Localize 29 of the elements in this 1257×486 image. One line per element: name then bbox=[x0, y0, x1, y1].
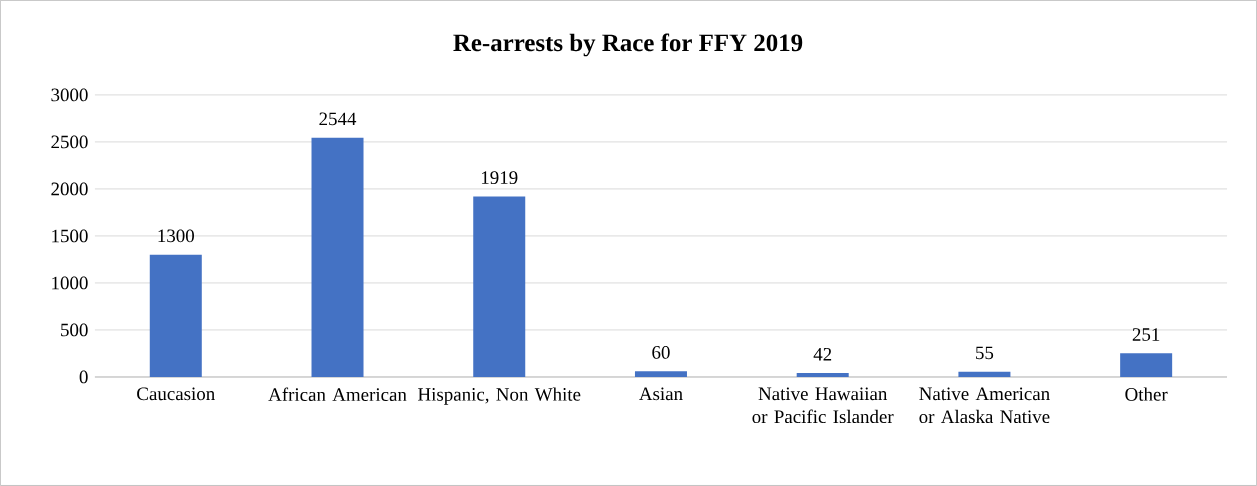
bar bbox=[1120, 353, 1173, 378]
data-label: 251 bbox=[1132, 328, 1160, 341]
bar bbox=[796, 373, 849, 378]
x-tick-label: Other bbox=[1125, 387, 1168, 401]
data-label: 2544 bbox=[319, 112, 357, 126]
bar bbox=[311, 137, 364, 378]
y-tick-label: 3000 bbox=[51, 88, 88, 102]
y-tick-label: 2000 bbox=[51, 182, 88, 196]
bar bbox=[473, 196, 526, 378]
data-label: 1919 bbox=[481, 171, 518, 185]
y-tick-label: 2500 bbox=[51, 135, 88, 149]
y-tick-label: 1500 bbox=[52, 229, 88, 243]
y-tick-label: 500 bbox=[61, 323, 88, 337]
x-tick-label: Native Hawaiian or Pacific Islander bbox=[752, 387, 894, 424]
x-tick-label: Caucasion bbox=[137, 387, 215, 401]
data-label: 42 bbox=[813, 348, 832, 361]
x-tick-label: Asian bbox=[639, 387, 683, 401]
y-tick-label: 1000 bbox=[52, 276, 88, 290]
x-tick-label: Hispanic, Non White bbox=[418, 387, 581, 405]
data-label: 1300 bbox=[158, 229, 194, 243]
y-tick-label: 0 bbox=[79, 370, 88, 384]
bar bbox=[958, 371, 1011, 378]
data-label: 60 bbox=[652, 346, 670, 359]
bar bbox=[149, 254, 202, 378]
chart-title: Re-arrests by Race for FFY 2019 bbox=[453, 33, 803, 57]
x-tick-label: Native American or Alaska Native bbox=[919, 387, 1050, 424]
x-tick-label: African American bbox=[268, 387, 407, 402]
data-label: 55 bbox=[976, 346, 994, 360]
bar bbox=[634, 371, 687, 378]
